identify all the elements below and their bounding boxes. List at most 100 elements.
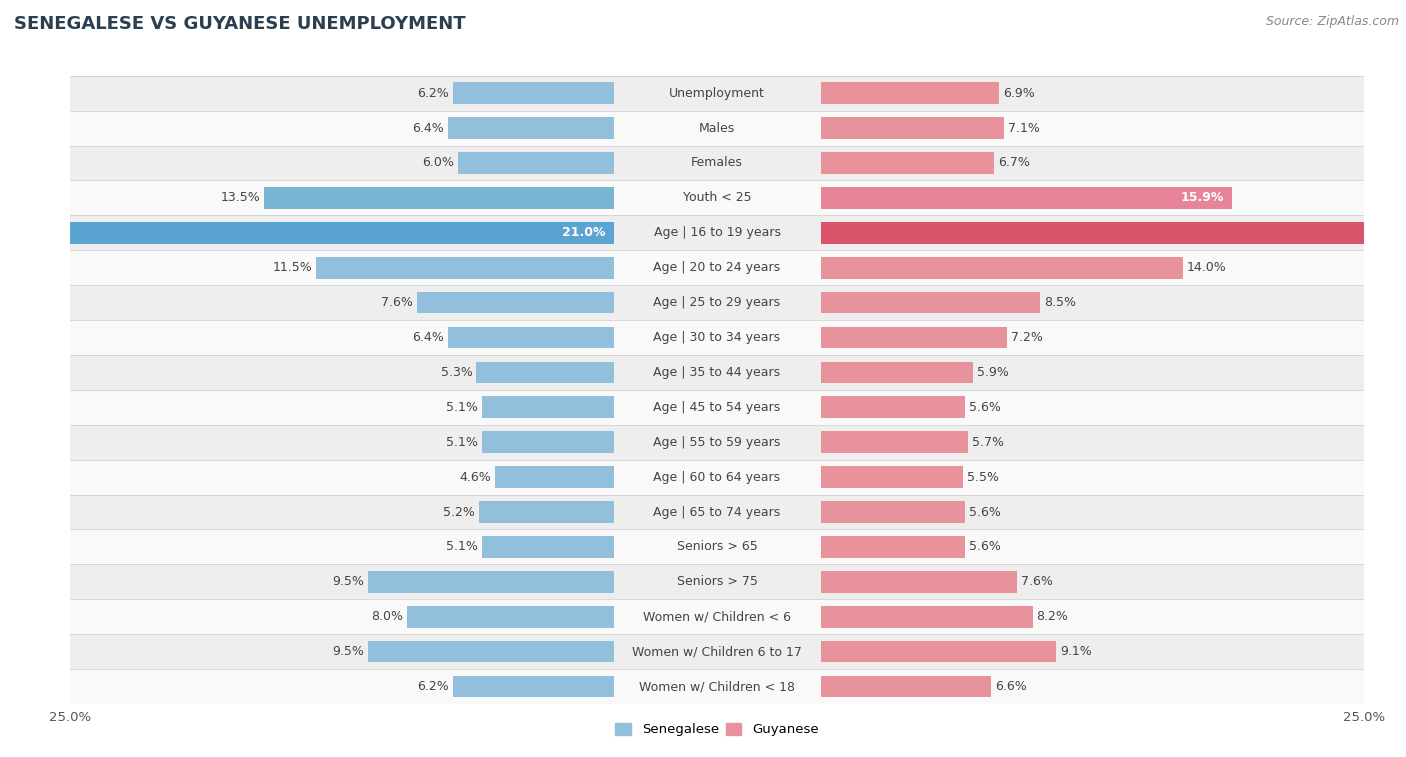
Text: 8.0%: 8.0%	[371, 610, 402, 623]
Text: 13.5%: 13.5%	[221, 192, 260, 204]
Text: 11.5%: 11.5%	[273, 261, 312, 274]
Text: Age | 35 to 44 years: Age | 35 to 44 years	[654, 366, 780, 379]
Bar	[495, 466, 613, 488]
Bar	[453, 676, 613, 697]
Text: Women w/ Children < 6: Women w/ Children < 6	[643, 610, 792, 623]
Text: 5.1%: 5.1%	[446, 540, 478, 553]
Bar	[821, 117, 1004, 139]
Bar	[70, 76, 1364, 111]
Text: 5.6%: 5.6%	[969, 540, 1001, 553]
Bar	[70, 529, 1364, 565]
Text: Females: Females	[692, 157, 742, 170]
Bar	[821, 83, 1000, 104]
Text: 6.4%: 6.4%	[412, 122, 444, 135]
Bar	[821, 676, 991, 697]
Text: 21.0%: 21.0%	[562, 226, 606, 239]
Text: 9.1%: 9.1%	[1060, 645, 1091, 658]
Text: SENEGALESE VS GUYANESE UNEMPLOYMENT: SENEGALESE VS GUYANESE UNEMPLOYMENT	[14, 15, 465, 33]
Bar	[70, 600, 1364, 634]
Text: 6.9%: 6.9%	[1002, 86, 1035, 100]
Bar	[70, 222, 613, 244]
Bar	[449, 117, 613, 139]
Text: Source: ZipAtlas.com: Source: ZipAtlas.com	[1265, 15, 1399, 28]
Text: 5.9%: 5.9%	[977, 366, 1010, 379]
Bar	[458, 152, 613, 174]
Bar	[821, 152, 994, 174]
Text: 7.1%: 7.1%	[1008, 122, 1040, 135]
Bar	[482, 536, 613, 558]
Bar	[479, 501, 613, 523]
Bar	[70, 180, 1364, 215]
Bar	[821, 641, 1056, 662]
Text: 6.4%: 6.4%	[412, 331, 444, 344]
Bar	[477, 362, 613, 383]
Text: 14.0%: 14.0%	[1187, 261, 1226, 274]
Bar	[821, 187, 1232, 209]
Bar	[264, 187, 613, 209]
Text: Age | 16 to 19 years: Age | 16 to 19 years	[654, 226, 780, 239]
Bar	[821, 501, 966, 523]
Text: 6.6%: 6.6%	[995, 680, 1026, 693]
Text: 6.2%: 6.2%	[418, 680, 450, 693]
Text: 7.6%: 7.6%	[381, 296, 413, 309]
Bar	[449, 327, 613, 348]
Bar	[70, 669, 1364, 704]
Text: 5.1%: 5.1%	[446, 436, 478, 449]
Bar	[821, 397, 966, 418]
Bar	[70, 634, 1364, 669]
Bar	[821, 466, 963, 488]
Legend: Senegalese, Guyanese: Senegalese, Guyanese	[610, 718, 824, 741]
Bar	[482, 397, 613, 418]
Text: Age | 60 to 64 years: Age | 60 to 64 years	[654, 471, 780, 484]
Bar	[70, 390, 1364, 425]
Text: 5.5%: 5.5%	[967, 471, 998, 484]
Bar	[821, 222, 1406, 244]
Bar	[70, 494, 1364, 529]
Text: 8.5%: 8.5%	[1045, 296, 1077, 309]
Bar	[70, 320, 1364, 355]
Text: Youth < 25: Youth < 25	[683, 192, 751, 204]
Text: 5.6%: 5.6%	[969, 506, 1001, 519]
Bar	[613, 76, 821, 704]
Bar	[70, 145, 1364, 180]
Text: 5.3%: 5.3%	[440, 366, 472, 379]
Bar	[368, 641, 613, 662]
Bar	[70, 459, 1364, 494]
Text: Age | 30 to 34 years: Age | 30 to 34 years	[654, 331, 780, 344]
Bar	[821, 257, 1182, 279]
Text: Women w/ Children 6 to 17: Women w/ Children 6 to 17	[633, 645, 801, 658]
Text: Age | 20 to 24 years: Age | 20 to 24 years	[654, 261, 780, 274]
Bar	[821, 606, 1032, 628]
Text: Age | 55 to 59 years: Age | 55 to 59 years	[654, 436, 780, 449]
Bar	[70, 111, 1364, 145]
Text: Age | 65 to 74 years: Age | 65 to 74 years	[654, 506, 780, 519]
Text: 6.2%: 6.2%	[418, 86, 450, 100]
Text: Males: Males	[699, 122, 735, 135]
Bar	[821, 536, 966, 558]
Text: 5.6%: 5.6%	[969, 400, 1001, 414]
Text: 6.0%: 6.0%	[423, 157, 454, 170]
Bar	[70, 565, 1364, 600]
Bar	[821, 362, 973, 383]
Bar	[70, 251, 1364, 285]
Text: Age | 45 to 54 years: Age | 45 to 54 years	[654, 400, 780, 414]
Bar	[821, 431, 967, 453]
Bar	[316, 257, 613, 279]
Bar	[406, 606, 613, 628]
Text: 5.1%: 5.1%	[446, 400, 478, 414]
Text: 7.2%: 7.2%	[1011, 331, 1043, 344]
Bar	[70, 355, 1364, 390]
Text: Age | 25 to 29 years: Age | 25 to 29 years	[654, 296, 780, 309]
Bar	[70, 285, 1364, 320]
Text: 5.2%: 5.2%	[443, 506, 475, 519]
Bar	[821, 291, 1040, 313]
Bar	[453, 83, 613, 104]
Bar	[821, 327, 1007, 348]
Text: 9.5%: 9.5%	[332, 575, 364, 588]
Bar	[368, 571, 613, 593]
Text: Women w/ Children < 18: Women w/ Children < 18	[640, 680, 794, 693]
Text: 6.7%: 6.7%	[998, 157, 1029, 170]
Text: 9.5%: 9.5%	[332, 645, 364, 658]
Text: 4.6%: 4.6%	[458, 471, 491, 484]
Bar	[821, 571, 1017, 593]
